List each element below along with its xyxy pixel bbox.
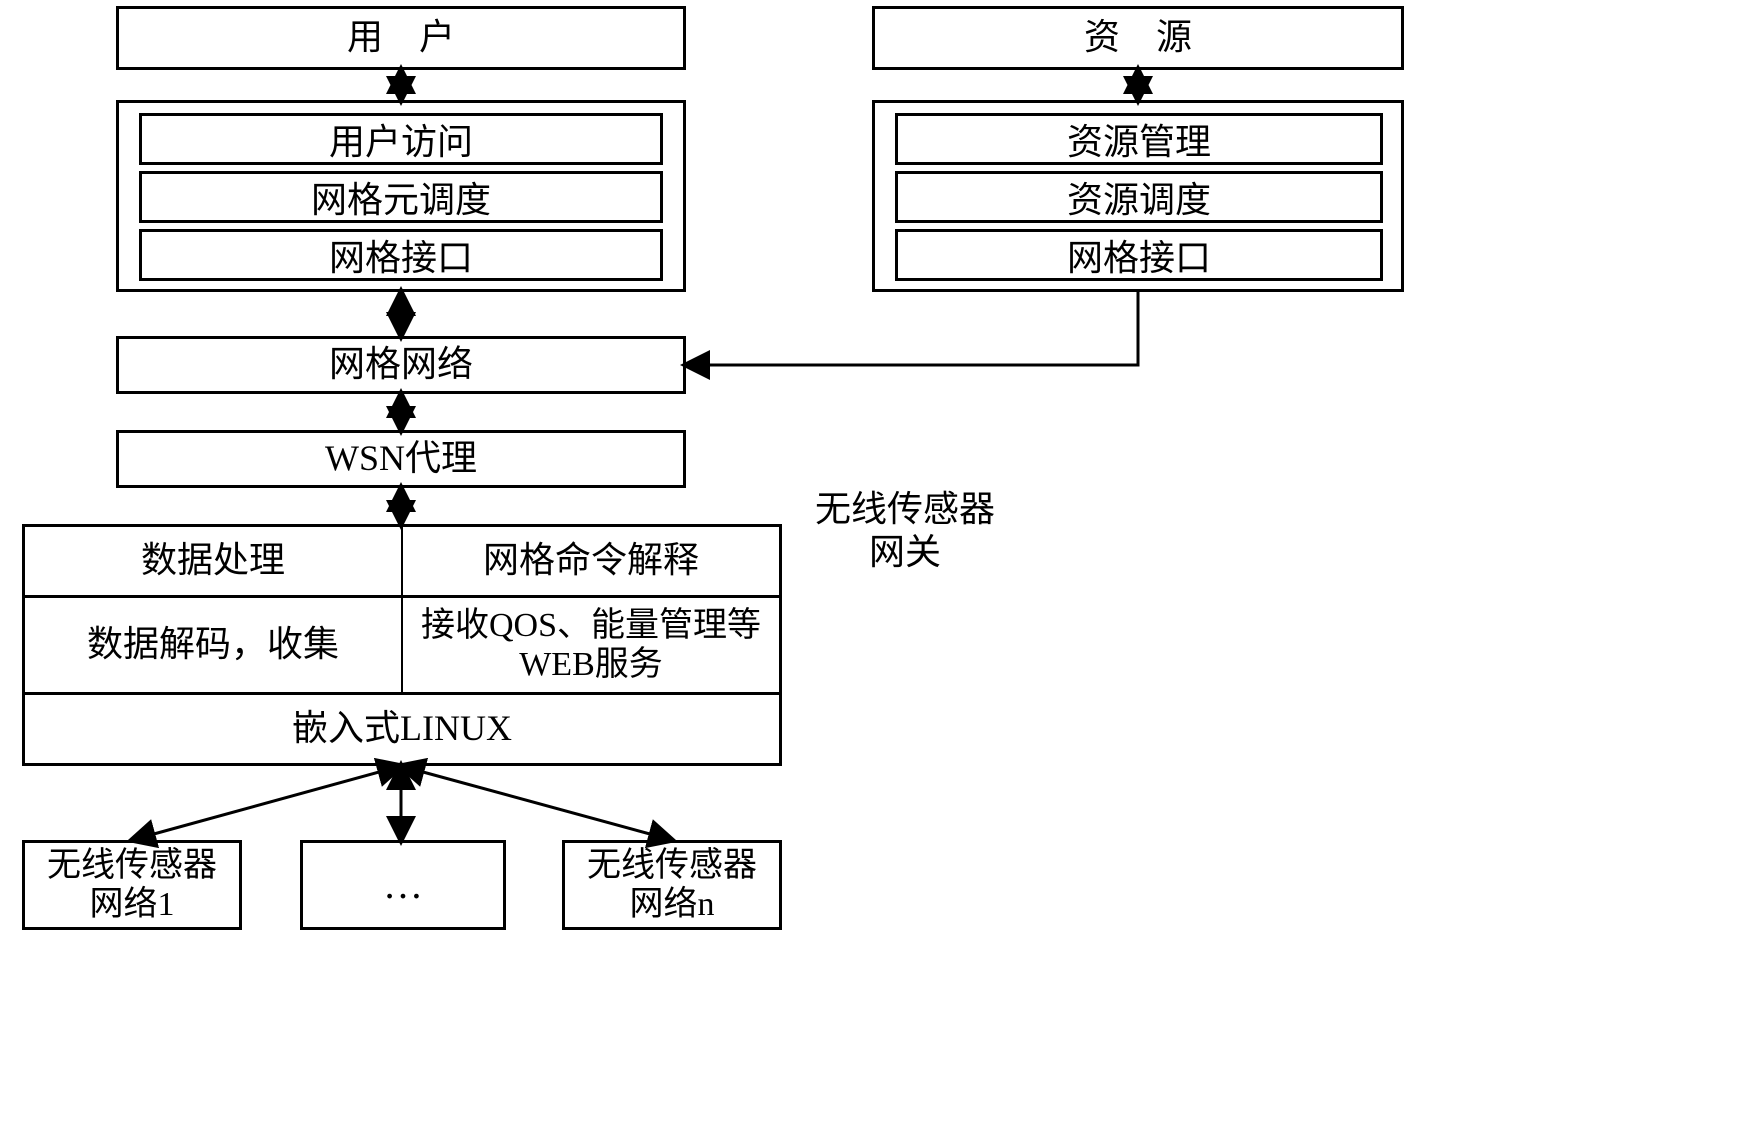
user-stack: 用户访问 网格元调度 网格接口 xyxy=(116,100,686,292)
wsnn-label: 无线传感器网络n xyxy=(571,846,773,924)
linux-box: 嵌入式LINUX xyxy=(22,692,782,766)
qos-web-box: 接收QOS、能量管理等WEB服务 xyxy=(402,595,782,695)
wsn1-label: 无线传感器网络1 xyxy=(31,846,233,924)
wsn-proxy-box: WSN代理 xyxy=(116,430,686,488)
gateway-side-label: 无线传感器网关 xyxy=(800,488,1010,574)
gateway-side-label-text: 无线传感器网关 xyxy=(815,489,995,572)
grid-network-box: 网格网络 xyxy=(116,336,686,394)
grid-iface-left-label: 网格接口 xyxy=(329,229,473,281)
user-label: 用 户 xyxy=(347,17,455,58)
user-access-box: 用户访问 xyxy=(139,113,663,165)
grid-cmd-box: 网格命令解释 xyxy=(402,524,782,598)
res-sched-box: 资源调度 xyxy=(895,171,1383,223)
res-mgmt-label: 资源管理 xyxy=(1067,113,1211,165)
qos-web-label: 接收QOS、能量管理等WEB服务 xyxy=(411,606,771,684)
grid-iface-left-box: 网格接口 xyxy=(139,229,663,281)
linux-label: 嵌入式LINUX xyxy=(292,708,512,749)
resource-stack: 资源管理 资源调度 网格接口 xyxy=(872,100,1404,292)
dots-label: … xyxy=(383,862,423,908)
resource-box: 资 源 xyxy=(872,6,1404,70)
res-sched-label: 资源调度 xyxy=(1067,171,1211,223)
res-mgmt-box: 资源管理 xyxy=(895,113,1383,165)
resource-label: 资 源 xyxy=(1084,17,1192,58)
grid-meta-sched-box: 网格元调度 xyxy=(139,171,663,223)
grid-meta-sched-label: 网格元调度 xyxy=(311,171,491,223)
wsn1-box: 无线传感器网络1 xyxy=(22,840,242,930)
grid-iface-right-box: 网格接口 xyxy=(895,229,1383,281)
grid-iface-right-label: 网格接口 xyxy=(1067,229,1211,281)
dots-box: … xyxy=(300,840,506,930)
grid-network-label: 网格网络 xyxy=(329,344,473,385)
wsn-proxy-label: WSN代理 xyxy=(325,438,477,479)
wsnn-box: 无线传感器网络n xyxy=(562,840,782,930)
user-access-label: 用户访问 xyxy=(329,113,473,165)
data-decode-label: 数据解码，收集 xyxy=(87,624,339,665)
data-proc-label: 数据处理 xyxy=(141,540,285,581)
gateway-container: 数据处理 网格命令解释 数据解码，收集 接收QOS、能量管理等WEB服务 嵌入式… xyxy=(22,524,782,784)
data-proc-box: 数据处理 xyxy=(22,524,402,598)
user-box: 用 户 xyxy=(116,6,686,70)
grid-cmd-label: 网格命令解释 xyxy=(483,540,699,581)
data-decode-box: 数据解码，收集 xyxy=(22,595,402,695)
